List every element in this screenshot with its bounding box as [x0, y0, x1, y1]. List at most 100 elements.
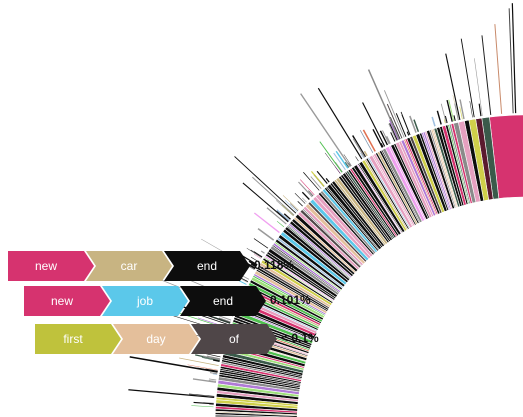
outer-spike-117 [192, 378, 217, 383]
ring-segment-96 [267, 248, 338, 298]
ring-segment-35 [384, 146, 426, 222]
ring-segment-31 [394, 141, 433, 219]
ring-segment-6 [453, 121, 477, 204]
outer-spike-3 [481, 35, 492, 115]
outer-spike-67 [275, 200, 294, 217]
outer-spike-77 [218, 317, 231, 323]
outer-spike-89 [436, 110, 442, 125]
outer-spike-56 [281, 204, 294, 216]
outer-spike-162 [319, 141, 343, 173]
outer-spike-20 [352, 138, 366, 158]
outer-spike-13 [242, 182, 289, 223]
ring-segment-4 [463, 119, 485, 202]
step-2-2 [191, 324, 277, 354]
step-label-1-2: end [213, 294, 233, 308]
ring-segment-51 [353, 164, 402, 236]
outer-spike-90 [444, 115, 448, 123]
outer-spike-103 [300, 179, 315, 196]
step-label-0-0: new [35, 259, 57, 273]
sequence-percentage-1: 0.101% [270, 293, 311, 307]
sequence-breadcrumb-0: new car end [8, 251, 250, 281]
outer-spike-150 [297, 201, 303, 207]
ring-segment-74 [304, 203, 366, 265]
outer-spike-115 [298, 181, 313, 198]
outer-spike-50 [448, 99, 455, 122]
outer-spike-160 [325, 177, 330, 183]
outer-spike-72 [382, 130, 390, 145]
outer-spike-74 [385, 136, 391, 144]
outer-spike-112 [193, 401, 214, 405]
outer-spike-143 [383, 90, 405, 138]
outer-spike-148 [257, 227, 275, 241]
ring-segment-24 [411, 134, 445, 214]
ring-segment-153 [217, 379, 300, 396]
outer-spike-113 [212, 359, 220, 362]
outer-spike-10 [187, 364, 218, 371]
outer-spike-109 [367, 69, 400, 140]
ring-segment-1 [481, 116, 500, 200]
outer-spike-95 [234, 156, 297, 214]
outer-spike-55 [301, 191, 310, 200]
outer-spike-161 [202, 355, 221, 361]
ring-segment-0 [489, 114, 523, 199]
outer-spike-76 [317, 87, 363, 160]
outer-spike-14 [352, 135, 367, 158]
outer-spike-22 [474, 58, 483, 116]
sequence-breadcrumb-1: new job end [24, 286, 266, 316]
step-label-1-0: new [51, 294, 73, 308]
outer-spike-43 [282, 195, 299, 211]
outer-spike-94 [379, 130, 389, 146]
outer-spike-57 [246, 248, 262, 258]
outer-spike-149 [335, 161, 343, 173]
outer-spike-61 [248, 260, 258, 267]
outer-spike-70 [380, 142, 384, 148]
outer-spike-127 [283, 213, 291, 220]
outer-spike-63 [443, 119, 446, 124]
outer-spike-146 [209, 372, 218, 375]
outer-spike-147 [308, 190, 314, 197]
outer-spike-27 [413, 119, 420, 133]
outer-spike-124 [469, 101, 473, 118]
outer-spike-156 [390, 132, 396, 142]
outer-spike-4 [360, 152, 364, 159]
outer-spike-137 [129, 356, 218, 373]
outer-spike-105 [212, 316, 231, 324]
ring-segment-72 [309, 198, 370, 262]
outer-spike-75 [208, 378, 217, 381]
step-label-2-0: first [63, 332, 83, 346]
outer-spike-145 [478, 103, 482, 117]
ring-segment-43 [368, 154, 413, 229]
outer-spike-6 [389, 119, 399, 141]
outer-spike-139 [290, 203, 299, 212]
outer-spike-59 [359, 130, 373, 153]
outer-spike-135 [250, 249, 263, 258]
outer-spike-152 [454, 103, 459, 121]
outer-spike-65 [445, 53, 461, 120]
outer-spike-33 [388, 123, 397, 141]
outer-spike-144 [401, 114, 411, 136]
outer-spike-107 [253, 254, 262, 259]
step-0-2 [164, 251, 250, 281]
outer-spike-141 [440, 103, 447, 124]
step-label-1-1: job [136, 294, 153, 308]
outer-spike-79 [128, 389, 215, 399]
outer-spike-85 [208, 379, 217, 382]
outer-spike-35 [302, 197, 307, 203]
step-2-1 [113, 324, 199, 354]
outer-spike-133 [343, 154, 352, 166]
outer-spike-37 [206, 355, 221, 360]
sequence-percentage-2: < 0.1% [281, 331, 319, 345]
outer-spike-30 [335, 150, 349, 169]
outer-spike-86 [400, 111, 411, 136]
outer-spike-0 [511, 3, 517, 114]
outer-spike-28 [294, 192, 306, 204]
outer-spike-9 [459, 99, 465, 120]
outer-spike-119 [303, 172, 320, 191]
outer-spike-71 [276, 209, 290, 222]
outer-spike-136 [253, 212, 280, 234]
outer-spike-40 [459, 106, 463, 120]
sequence-percentage-0: 0.118% [254, 258, 295, 272]
ring-segment-3 [468, 118, 490, 202]
outer-spike-114 [333, 152, 346, 171]
